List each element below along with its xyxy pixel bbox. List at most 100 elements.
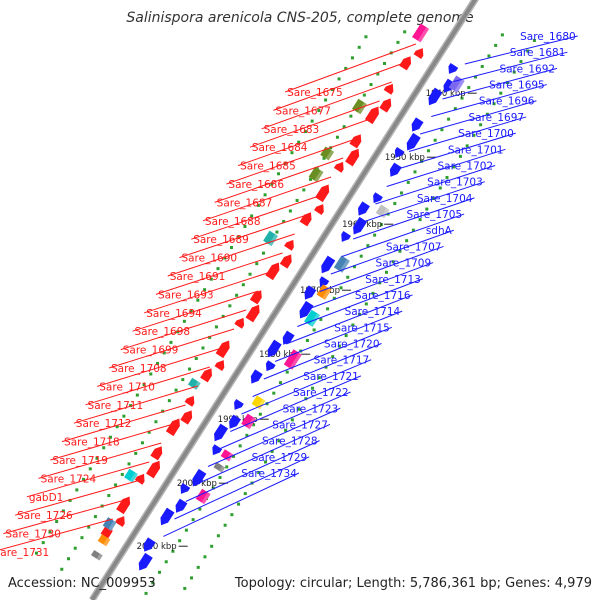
tick-dot bbox=[453, 107, 457, 111]
forward-gene bbox=[358, 201, 370, 216]
tick-dot bbox=[364, 35, 368, 39]
tick-dot bbox=[181, 378, 185, 382]
label-leader-line bbox=[163, 472, 300, 537]
tick-dot bbox=[184, 528, 188, 532]
reverse-gene bbox=[279, 254, 292, 269]
reverse-gene-label: Sare_1694 bbox=[146, 308, 202, 320]
tick-dot bbox=[485, 112, 489, 116]
tick-dot bbox=[425, 207, 429, 211]
reverse-gene bbox=[383, 83, 394, 95]
tick-dot bbox=[357, 45, 361, 49]
tick-dot bbox=[122, 414, 126, 418]
reverse-gene bbox=[364, 106, 379, 125]
tick-dot bbox=[34, 551, 38, 555]
tick-dot bbox=[258, 412, 262, 416]
tick-dot bbox=[426, 149, 430, 153]
label-leader-line bbox=[230, 375, 362, 432]
reverse-gene bbox=[379, 98, 392, 113]
tick-dot bbox=[114, 483, 118, 487]
forward-gene bbox=[428, 87, 443, 106]
label-leader-line bbox=[144, 271, 271, 314]
tick-dot bbox=[324, 365, 328, 369]
tick-dot bbox=[203, 288, 207, 292]
tick-dot bbox=[263, 460, 267, 464]
forward-gene-label: Sare_1722 bbox=[293, 387, 349, 399]
label-leader-line bbox=[420, 100, 537, 135]
label-leader-line bbox=[218, 391, 351, 450]
label-leader-line bbox=[241, 359, 372, 415]
forward-gene-label: Sare_1704 bbox=[417, 193, 473, 205]
feature-block bbox=[308, 166, 324, 183]
tick-dot bbox=[221, 314, 225, 318]
reverse-gene-label: Sare_1685 bbox=[240, 161, 296, 173]
tick-dot bbox=[506, 81, 510, 85]
forward-gene bbox=[341, 231, 351, 242]
reverse-gene bbox=[146, 460, 161, 479]
tick-dot bbox=[129, 404, 133, 408]
kbp-tick-label: 1980 kbp bbox=[259, 350, 299, 360]
forward-gene-label: Sare_1703 bbox=[427, 177, 483, 189]
label-leader-line bbox=[3, 499, 126, 535]
tick-dot bbox=[203, 555, 207, 559]
tick-dot bbox=[317, 109, 321, 113]
forward-gene bbox=[282, 330, 295, 345]
tick-dot bbox=[494, 43, 498, 47]
forward-gene-label: Sare_1696 bbox=[479, 96, 535, 108]
tick-dot bbox=[512, 70, 516, 74]
label-leader-line bbox=[319, 245, 444, 292]
tick-dot bbox=[225, 465, 229, 469]
kbp-tick-label: 2010 kbp bbox=[137, 542, 177, 552]
forward-gene-label: Sare_1681 bbox=[510, 47, 566, 59]
forward-gene-label: Sare_1727 bbox=[272, 419, 328, 431]
reverse-gene bbox=[200, 368, 212, 383]
tick-dot bbox=[433, 138, 437, 142]
tick-dot bbox=[93, 515, 97, 519]
forward-gene bbox=[214, 423, 229, 442]
tick-dot bbox=[352, 265, 356, 269]
tick-dot bbox=[405, 239, 409, 243]
reverse-gene-label: Sare_1718 bbox=[64, 437, 120, 449]
tick-dot bbox=[256, 203, 260, 207]
reverse-gene bbox=[214, 360, 225, 371]
reverse-gene bbox=[180, 410, 193, 425]
reverse-gene bbox=[234, 317, 245, 329]
tick-dot bbox=[196, 298, 200, 302]
tick-dot bbox=[48, 530, 52, 534]
label-leader-line bbox=[464, 35, 578, 65]
tick-dot bbox=[290, 151, 294, 155]
tick-dot bbox=[403, 30, 407, 34]
reverse-gene-label: Sare_1675 bbox=[287, 87, 343, 99]
forward-gene-label: Sare_1705 bbox=[407, 209, 463, 221]
label-leader-line bbox=[341, 213, 465, 257]
tick-dot bbox=[250, 214, 254, 218]
tick-dot bbox=[311, 386, 315, 390]
tick-dot bbox=[157, 570, 161, 574]
reverse-gene bbox=[399, 56, 412, 71]
label-leader-line bbox=[61, 404, 186, 443]
tick-dot bbox=[383, 61, 387, 65]
forward-gene bbox=[411, 117, 424, 132]
tick-dot bbox=[337, 344, 341, 348]
reverse-gene-label: Sare_1690 bbox=[181, 253, 237, 265]
tick-dot bbox=[532, 38, 536, 42]
tick-dot bbox=[406, 180, 410, 184]
tick-dot bbox=[282, 220, 286, 224]
tick-dot bbox=[285, 370, 289, 374]
tick-dot bbox=[411, 228, 415, 232]
forward-gene-label: Sare_1734 bbox=[241, 468, 297, 480]
tick-dot bbox=[102, 446, 106, 450]
forward-gene bbox=[229, 414, 242, 429]
tick-dot bbox=[317, 376, 321, 380]
tick-dot bbox=[236, 235, 240, 239]
feature-block bbox=[351, 98, 367, 115]
reverse-gene-label: Sare_1731 bbox=[0, 547, 49, 559]
tick-dot bbox=[270, 182, 274, 186]
tick-dot bbox=[279, 381, 283, 385]
tick-dot bbox=[288, 209, 292, 213]
tick-dot bbox=[191, 518, 195, 522]
label-leader-line bbox=[50, 423, 174, 461]
tick-dot bbox=[351, 323, 355, 327]
reverse-gene bbox=[299, 212, 312, 227]
tick-dot bbox=[218, 475, 222, 479]
